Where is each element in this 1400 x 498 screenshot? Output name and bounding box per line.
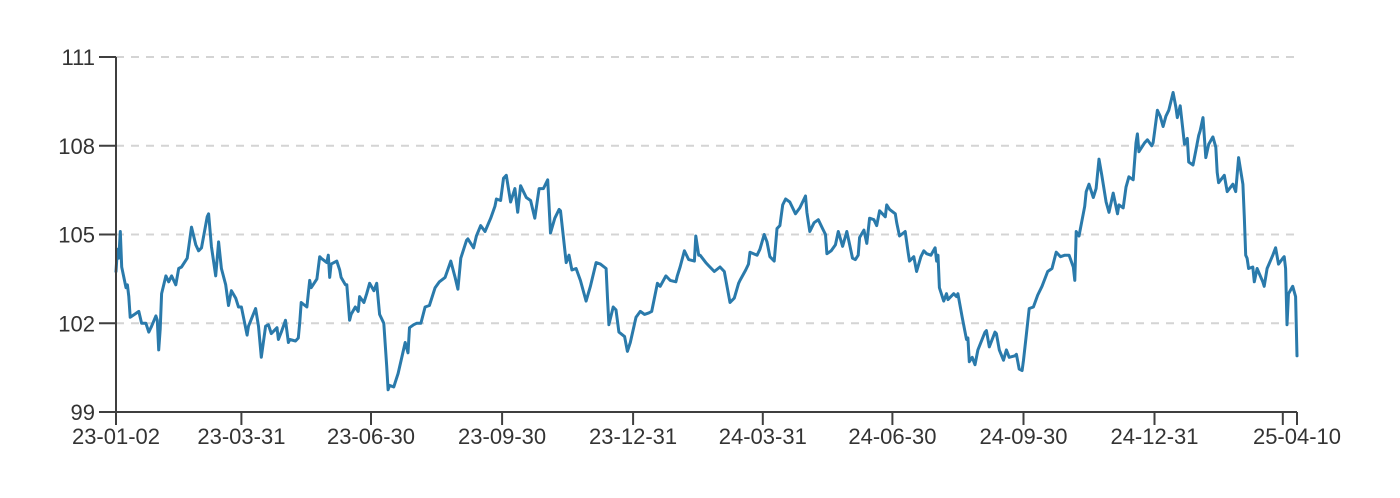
y-tick-label: 108 (58, 134, 95, 159)
x-tick-label: 23-06-30 (327, 424, 415, 449)
price-line (114, 91, 1299, 392)
x-tick-label: 23-12-31 (589, 424, 677, 449)
x-tick-label: 23-09-30 (458, 424, 546, 449)
x-tick-label: 24-12-31 (1110, 424, 1198, 449)
y-tick-label: 102 (58, 311, 95, 336)
x-tick-label: 25-04-10 (1253, 424, 1341, 449)
x-tick-label: 24-09-30 (979, 424, 1067, 449)
y-tick-label: 111 (62, 45, 95, 70)
y-tick-label: 99 (71, 400, 95, 425)
x-tick-label: 24-06-30 (848, 424, 936, 449)
x-tick-label: 24-03-31 (719, 424, 807, 449)
x-tick-label: 23-01-02 (72, 424, 160, 449)
y-tick-label: 105 (58, 223, 95, 248)
x-tick-label: 23-03-31 (197, 424, 285, 449)
